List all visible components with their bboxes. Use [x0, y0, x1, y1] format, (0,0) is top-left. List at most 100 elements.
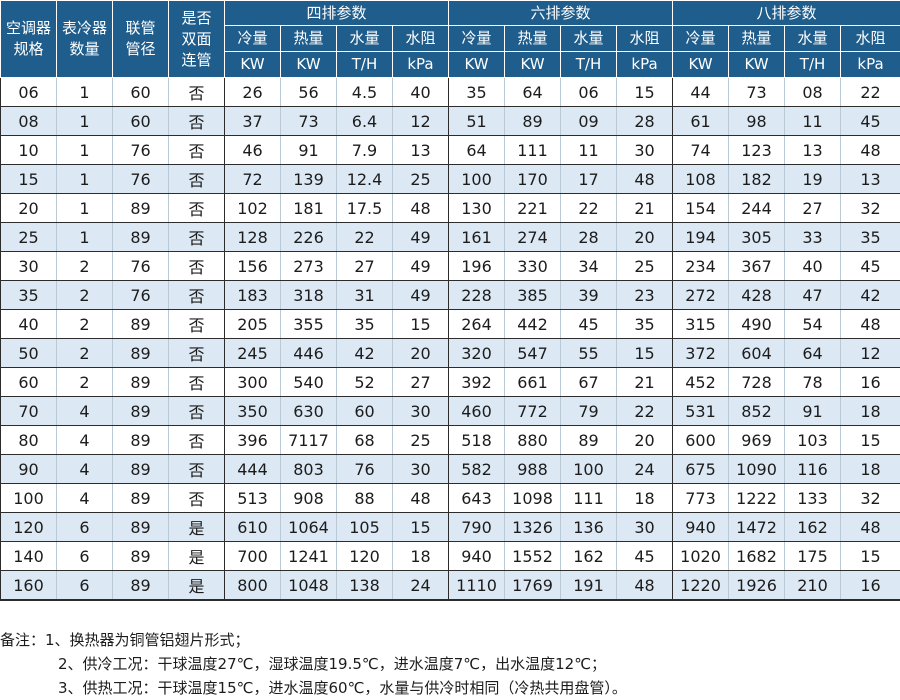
table-cell: 24	[392, 570, 450, 601]
table-cell: 130	[448, 193, 506, 223]
table-cell: 73	[728, 77, 786, 107]
table-cell: 300	[224, 367, 281, 397]
table-cell: 234	[672, 251, 730, 281]
metric-header: 水量	[336, 25, 393, 52]
table-cell: 18	[840, 396, 900, 426]
table-cell: 06	[0, 77, 57, 107]
table-row: 50 2 89 否 245 446 42 20 320 547 55 15 372 604 64 12	[0, 338, 900, 368]
table-cell: 315	[672, 309, 730, 339]
table-cell: 18	[840, 454, 900, 484]
table-cell: 23	[616, 280, 674, 310]
unit-header: T/H	[560, 51, 618, 78]
table-cell: 44	[672, 77, 730, 107]
table-cell: 89	[112, 396, 169, 426]
table-cell: 1	[56, 193, 113, 223]
table-cell: 15	[0, 164, 57, 194]
table-cell: 39	[560, 280, 618, 310]
table-cell: 32	[840, 193, 900, 223]
table-cell: 35	[448, 77, 506, 107]
table-cell: 13	[784, 135, 842, 165]
table-cell: 547	[504, 338, 562, 368]
table-cell: 否	[168, 396, 225, 426]
table-cell: 否	[168, 193, 225, 223]
table-cell: 26	[224, 77, 281, 107]
table-cell: 46	[224, 135, 281, 165]
table-cell: 4	[56, 425, 113, 455]
table-cell: 102	[224, 193, 281, 223]
table-cell: 否	[168, 164, 225, 194]
table-cell: 772	[504, 396, 562, 426]
table-cell: 4	[56, 396, 113, 426]
table-cell: 76	[112, 280, 169, 310]
table-cell: 否	[168, 309, 225, 339]
table-cell: 108	[672, 164, 730, 194]
table-cell: 13	[840, 164, 900, 194]
table-cell: 35	[840, 222, 900, 252]
table-cell: 1	[56, 77, 113, 107]
header-double-side: 是否 双面 连管	[168, 0, 225, 78]
table-cell: 32	[840, 483, 900, 513]
table-cell: 56	[280, 77, 337, 107]
table-cell: 45	[560, 309, 618, 339]
metric-header: 水阻	[391, 25, 450, 52]
table-cell: 18	[616, 483, 674, 513]
table-cell: 4	[56, 483, 113, 513]
table-row: 160 6 89 是 800 1048 138 24 1110 1769 191 48 1220 1926…	[0, 570, 900, 601]
table-cell: 73	[280, 106, 337, 136]
table-row: 15 1 76 否 72 139 12.4 25 100 170 17 48 108 182 19 13	[0, 164, 900, 194]
table-cell: 否	[168, 454, 225, 484]
table-cell: 6	[56, 541, 113, 571]
metric-header: 水阻	[616, 25, 674, 52]
table-cell: 460	[448, 396, 506, 426]
table-cell: 940	[672, 512, 730, 542]
table-cell: 48	[840, 135, 900, 165]
table-row: 30 2 76 否 156 273 27 49 196 330 34 25 234 367 40 45	[0, 251, 900, 281]
unit-header: kPa	[391, 51, 450, 78]
table-cell: 48	[840, 512, 900, 542]
table-cell: 30	[392, 454, 450, 484]
table-cell: 138	[336, 570, 393, 601]
table-cell: 245	[224, 338, 281, 368]
table-cell: 6.4	[336, 106, 393, 136]
table-cell: 89	[112, 193, 169, 223]
table-cell: 12	[840, 338, 900, 368]
table-cell: 52	[336, 367, 393, 397]
table-cell: 91	[280, 135, 337, 165]
table-cell: 2	[56, 338, 113, 368]
table-cell: 否	[168, 367, 225, 397]
table-cell: 22	[560, 193, 618, 223]
table-cell: 55	[560, 338, 618, 368]
table-cell: 452	[672, 367, 730, 397]
metric-header: 热量	[728, 25, 786, 52]
metric-header: 水量	[560, 25, 618, 52]
table-cell: 89	[112, 454, 169, 484]
table-cell: 24	[616, 454, 674, 484]
table-cell: 17.5	[336, 193, 393, 223]
table-cell: 20	[392, 338, 450, 368]
header-coil-count-label: 表冷器 数量	[61, 19, 107, 58]
table-cell: 6	[56, 570, 113, 601]
table-cell: 49	[392, 251, 450, 281]
table-cell: 90	[0, 454, 57, 484]
table-cell: 21	[616, 193, 674, 223]
table-cell: 1326	[504, 512, 562, 542]
header-pipe-diameter: 联管 管径	[112, 0, 169, 78]
table-cell: 273	[280, 251, 337, 281]
header-coil-count: 表冷器 数量	[56, 0, 113, 78]
table-cell: 64	[448, 135, 506, 165]
table-cell: 205	[224, 309, 281, 339]
table-cell: 1222	[728, 483, 786, 513]
table-cell: 675	[672, 454, 730, 484]
table-cell: 2	[56, 367, 113, 397]
table-cell: 48	[392, 483, 450, 513]
table-cell: 908	[280, 483, 337, 513]
table-cell: 30	[616, 135, 674, 165]
table-cell: 2	[56, 309, 113, 339]
table-cell: 79	[560, 396, 618, 426]
table-cell: 11	[560, 135, 618, 165]
table-cell: 21	[616, 367, 674, 397]
table-cell: 72	[224, 164, 281, 194]
unit-header: kPa	[616, 51, 674, 78]
table-cell: 162	[784, 512, 842, 542]
table-cell: 940	[448, 541, 506, 571]
